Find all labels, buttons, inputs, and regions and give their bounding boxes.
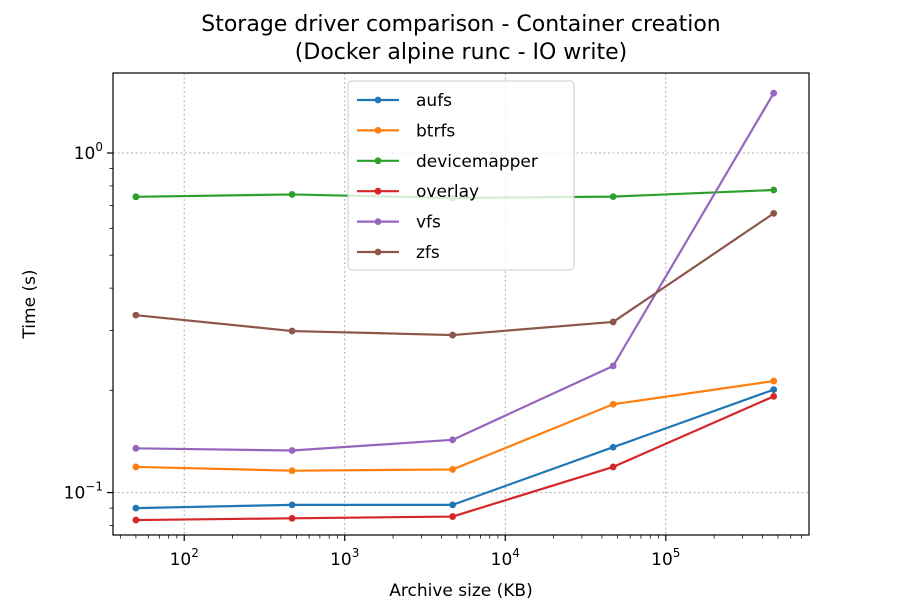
- x-tick-label: 103: [330, 546, 359, 570]
- legend-label: zfs: [416, 243, 440, 263]
- data-point: [288, 191, 296, 198]
- data-point: [449, 331, 457, 339]
- data-point: [609, 318, 617, 326]
- legend-frame: [347, 80, 575, 271]
- series-aufs: [132, 386, 778, 512]
- data-point: [132, 504, 140, 512]
- legend-swatch-marker: [374, 218, 382, 226]
- data-point: [609, 362, 617, 370]
- legend-item-devicemapper: devicemapper: [357, 152, 538, 172]
- legend-label: vfs: [416, 213, 441, 233]
- data-point: [288, 514, 296, 522]
- y-tick-label: 100: [74, 140, 103, 164]
- data-point: [449, 466, 457, 473]
- series-overlay: [132, 392, 778, 524]
- data-point: [770, 209, 778, 217]
- legend-item-btrfs: btrfs: [357, 121, 455, 141]
- data-point: [609, 193, 617, 200]
- data-point: [609, 443, 617, 451]
- legend-item-overlay: overlay: [357, 182, 479, 202]
- data-point: [132, 311, 140, 319]
- data-point: [288, 327, 296, 335]
- data-point: [770, 89, 778, 97]
- data-point: [132, 193, 140, 201]
- data-point: [288, 467, 296, 475]
- legend: aufs btrfs devicemapper overlay vfs zfs: [347, 80, 575, 271]
- legend-swatch-marker: [374, 187, 382, 195]
- y-axis-label: Time (s): [20, 269, 40, 339]
- chart-title: Storage driver comparison - Container cr…: [201, 12, 720, 37]
- data-point: [449, 513, 457, 520]
- data-point: [132, 444, 140, 452]
- legend-swatch-marker: [374, 157, 382, 165]
- x-axis-label: Archive size (KB): [389, 581, 532, 600]
- legend-swatch-marker: [374, 248, 382, 256]
- legend-label: overlay: [416, 182, 479, 202]
- series-btrfs: [132, 377, 778, 475]
- x-axis: 102 103 104 105: [119, 535, 802, 570]
- data-point: [132, 463, 140, 471]
- data-point: [132, 516, 140, 524]
- legend-label: aufs: [416, 91, 452, 111]
- data-point: [770, 392, 778, 400]
- legend-item-aufs: aufs: [357, 91, 452, 111]
- x-tick-label: 102: [170, 546, 199, 570]
- x-tick-label: 105: [651, 546, 680, 570]
- data-point: [609, 463, 617, 471]
- data-point: [770, 186, 778, 194]
- data-point: [288, 447, 296, 454]
- x-tick-label: 104: [491, 546, 520, 570]
- data-point: [449, 436, 457, 444]
- legend-swatch-marker: [374, 126, 382, 134]
- series-zfs: [132, 209, 778, 339]
- series-layer: [132, 89, 778, 524]
- data-point: [609, 400, 617, 408]
- data-point: [449, 501, 457, 509]
- series-vfs: [132, 89, 778, 454]
- data-point: [770, 377, 778, 385]
- plot-area-frame: [112, 72, 810, 536]
- data-point: [770, 386, 778, 394]
- y-tick-label: 10−1: [64, 480, 103, 504]
- data-point: [288, 501, 296, 509]
- series-line: [135, 379, 774, 472]
- legend-item-vfs: vfs: [357, 213, 441, 233]
- legend-label: btrfs: [416, 121, 455, 141]
- chart-subtitle: (Docker alpine runc - IO write): [295, 40, 627, 65]
- series-line: [135, 395, 775, 522]
- legend-item-zfs: zfs: [357, 243, 440, 263]
- y-axis: 10−1 100: [64, 140, 113, 526]
- legend-label: devicemapper: [416, 152, 538, 172]
- legend-swatch-marker: [374, 96, 382, 104]
